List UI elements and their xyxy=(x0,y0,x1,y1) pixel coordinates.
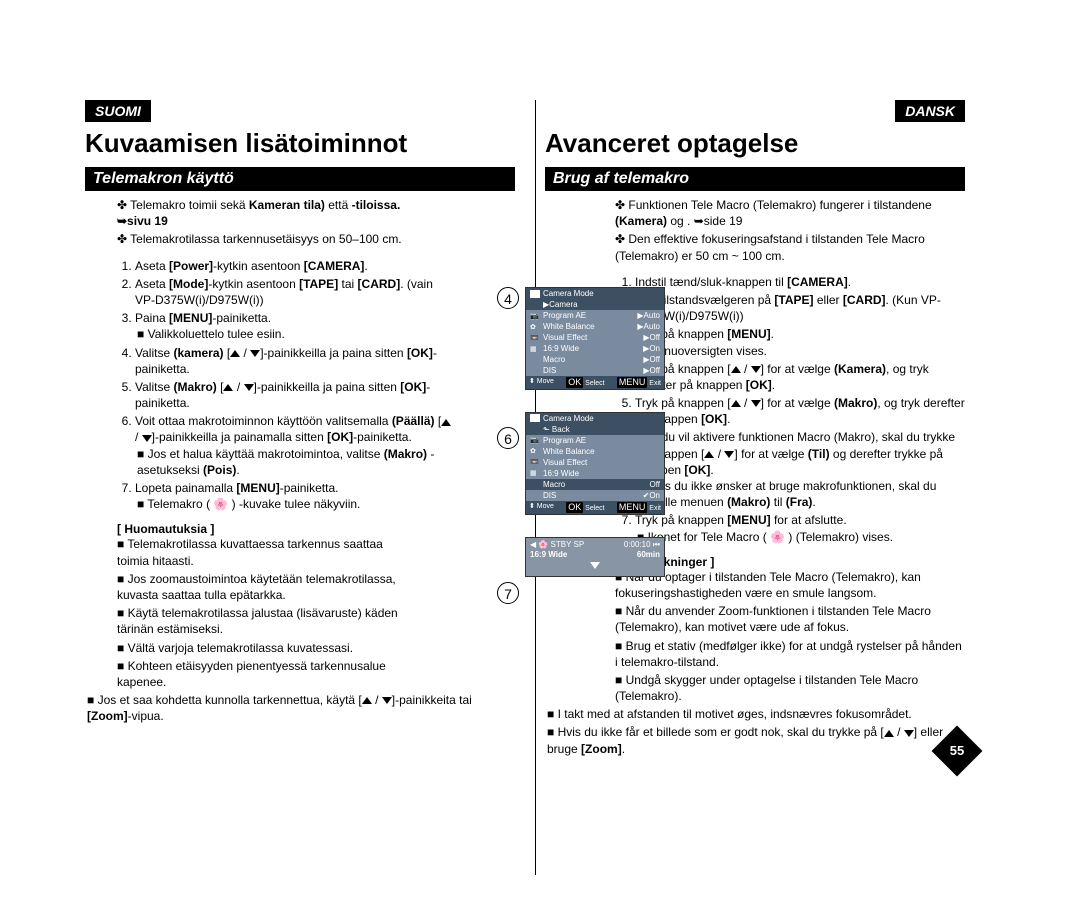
status-time: 60min xyxy=(637,550,660,559)
left-section: Telemakron käyttö xyxy=(85,167,515,191)
left-notes-narrow: Telemakrotilassa kuvattaessa tarkennus s… xyxy=(117,536,417,690)
lcd-screen-1: Camera Mode ▶Camera 📷Program AE▶Auto✿Whi… xyxy=(525,287,665,390)
status-mode: 16:9 Wide xyxy=(530,550,567,559)
right-title: Avanceret optagelse xyxy=(545,128,965,159)
right-notes-wide: I takt med at afstanden til motivet øges… xyxy=(547,706,965,757)
left-intro: Telemakro toimii sekä Kameran tila) että… xyxy=(117,197,415,248)
status-left: ◀ 🌸 STBY SP xyxy=(530,540,584,550)
lang-badge-left: SUOMI xyxy=(85,100,151,122)
right-notes-narrow: Når du optager i tilstanden Tele Macro (… xyxy=(615,569,965,705)
right-intro: Funktionen Tele Macro (Telemakro) funger… xyxy=(615,197,965,264)
lcd-screens: 4 Camera Mode ▶Camera 📷Program AE▶Auto✿W… xyxy=(497,287,667,577)
left-title: Kuvaamisen lisätoiminnot xyxy=(85,128,515,159)
step-circle-7: 7 xyxy=(497,582,519,604)
right-notes-head: [ Bemærkninger ] xyxy=(615,555,965,569)
lang-badge-right: DANSK xyxy=(895,100,965,122)
step-circle-6: 6 xyxy=(497,427,519,449)
lcd-screen-2: Camera Mode ⬑ Back 📷Program AE✿White Bal… xyxy=(525,412,665,515)
page-number-badge: 55 xyxy=(939,733,975,769)
left-column: SUOMI Kuvaamisen lisätoiminnot Telemakro… xyxy=(85,100,515,726)
right-steps: Indstil tænd/sluk-knappen til [CAMERA].S… xyxy=(635,274,965,545)
right-section: Brug af telemakro xyxy=(545,167,965,191)
lcd-status-screen: ◀ 🌸 STBY SP 0:00:10 ⏮ 16:9 Wide 60min xyxy=(525,537,665,577)
left-notes-head: [ Huomautuksia ] xyxy=(117,522,415,536)
status-right: 0:00:10 ⏮ xyxy=(624,540,660,550)
left-steps: Aseta [Power]-kytkin asentoon [CAMERA].A… xyxy=(135,258,455,513)
step-circle-4: 4 xyxy=(497,287,519,309)
left-notes-wide: Jos et saa kohdetta kunnolla tarkennettu… xyxy=(87,692,515,724)
manual-page: SUOMI Kuvaamisen lisätoiminnot Telemakro… xyxy=(85,100,965,875)
